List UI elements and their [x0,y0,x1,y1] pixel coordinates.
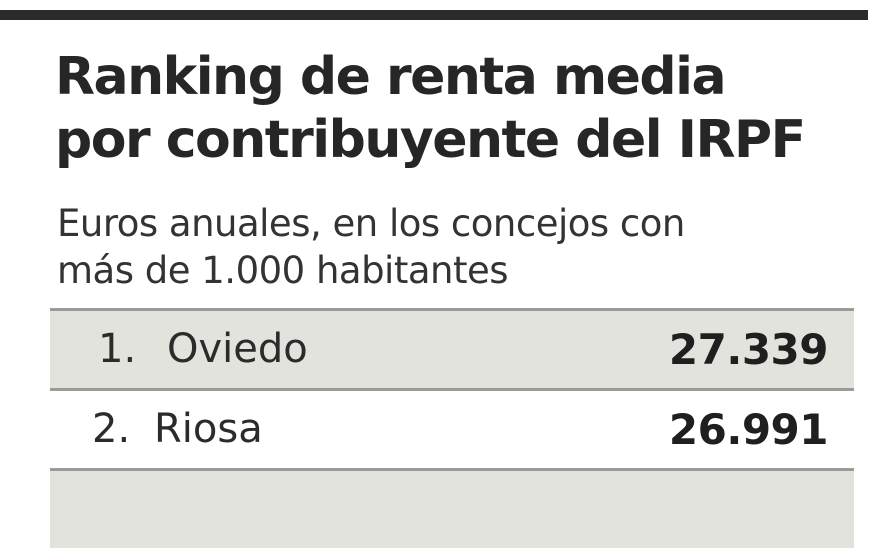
chart-subtitle: Euros anuales, en los concejos con más d… [57,202,685,292]
row-value: 26.991 [668,405,829,454]
row-rank: 2. [92,406,131,452]
ranking-table: 1. Oviedo 27.339 2. Riosa 26.991 [50,308,854,548]
top-rule [0,10,868,20]
row-value: 27.339 [668,325,829,374]
chart-title: Ranking de renta media por contribuyente… [55,47,806,170]
row-rank: 1. [98,326,137,372]
row-name: Riosa [154,406,263,452]
table-row: 2. Riosa 26.991 [50,388,854,468]
row-name: Oviedo [167,326,308,372]
table-row [50,468,854,548]
table-row: 1. Oviedo 27.339 [50,308,854,388]
